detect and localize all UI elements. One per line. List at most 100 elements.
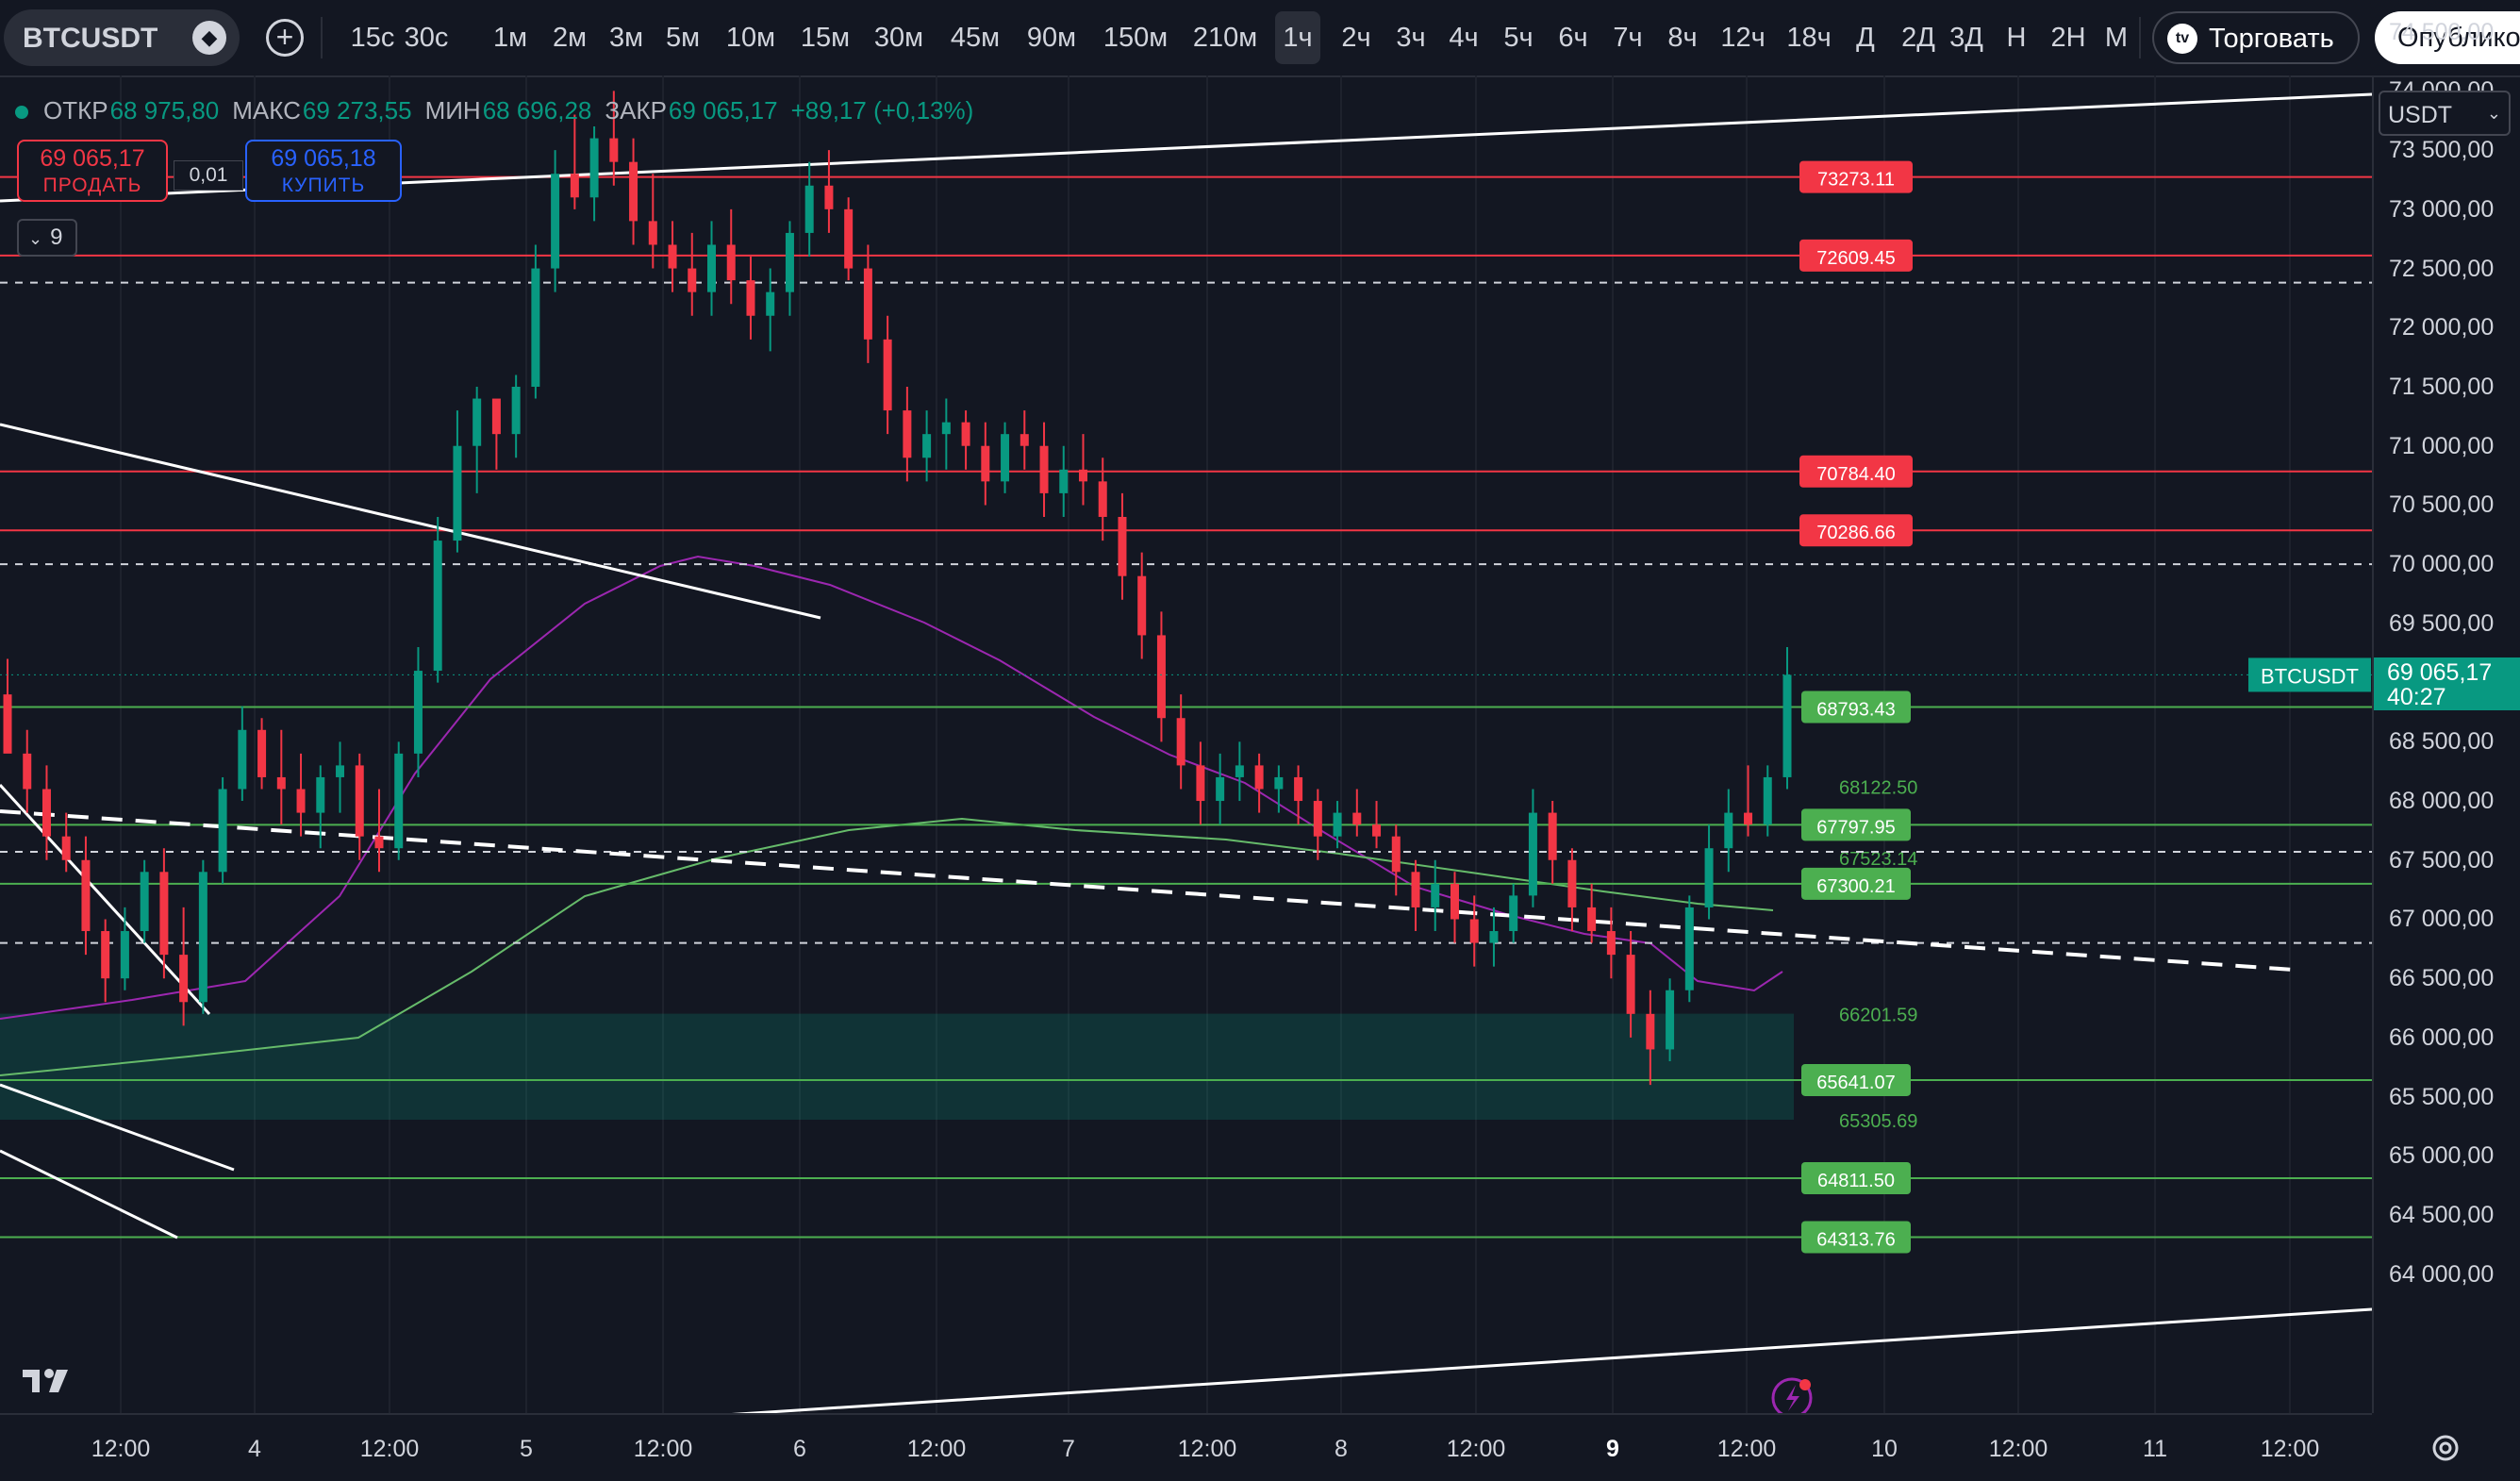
candle-body (1744, 812, 1753, 825)
candle-body (101, 931, 110, 979)
price-axis-label: 67 500,00 (2389, 846, 2495, 874)
time-scale[interactable]: 12:00 4 12:00 5 12:00 6 12:00 7 12:00 8 12:00 9 12:0… (0, 1413, 2372, 1481)
timeframe-18ч[interactable]: 18ч (1786, 23, 1832, 53)
compare-add-icon[interactable]: + (266, 19, 304, 57)
timeframe-15м[interactable]: 15м (800, 23, 851, 53)
candle-body (1509, 895, 1518, 932)
timeframe-2м[interactable]: 2м (552, 23, 588, 53)
support-level-label: 68793.43 (1816, 700, 1895, 721)
timeframe-5м[interactable]: 5м (665, 23, 701, 53)
candle-body (668, 244, 677, 269)
time-axis-label: 7 (1062, 1436, 1075, 1462)
timeframe-3м[interactable]: 3м (608, 23, 644, 53)
candle-body (1235, 765, 1244, 777)
timeframe-Н[interactable]: Н (2006, 23, 2027, 53)
time-axis-label: 5 (520, 1436, 533, 1462)
ohlc-legend: ОТКР68 975,80 МАКС69 273,55 МИН68 696,28 ЗА… (15, 96, 986, 125)
candle-body (316, 776, 325, 813)
level-label: 67523.14 (1839, 849, 1917, 870)
timeframe-1м[interactable]: 1м (492, 23, 528, 53)
timeframe-30м[interactable]: 30м (873, 23, 924, 53)
candle-body (413, 671, 423, 754)
price-axis-label: 71 500,00 (2389, 374, 2495, 400)
resistance-level-label: 73273.11 (1817, 170, 1895, 191)
timeframe-4ч[interactable]: 4ч (1449, 23, 1479, 53)
candle-body (159, 872, 169, 956)
price-axis-label: 67 000,00 (2389, 906, 2495, 933)
candle-body (276, 776, 286, 790)
indicators-toggle[interactable]: ⌄ 9 (17, 219, 77, 257)
moving-average-green (0, 817, 1774, 1076)
timeframe-Д[interactable]: Д (1856, 23, 1875, 53)
resistance-level-pill (1799, 455, 1913, 488)
timeframe-8ч[interactable]: 8ч (1667, 23, 1698, 53)
candle-body (1666, 990, 1675, 1050)
currency-select[interactable]: USDT ⌄ (2379, 91, 2511, 136)
trade-button[interactable]: tv Торговать (2152, 11, 2360, 64)
sell-button[interactable]: 69 065,17 ПРОДАТЬ (17, 140, 168, 202)
gear-icon[interactable] (2429, 1432, 2462, 1464)
candle-body (453, 445, 462, 541)
price-axis-label: 70 500,00 (2389, 491, 2495, 519)
alert-lightning-icon (1771, 1377, 1813, 1413)
publish-label: Опубликовать (2397, 23, 2520, 53)
candle-body (1411, 872, 1420, 907)
price-chart[interactable]: 73273.11 72609.45 70784.40 70286.66 68793.43… (0, 75, 2372, 1413)
timeframe-М[interactable]: М (2104, 23, 2129, 53)
candle-body (1724, 812, 1733, 849)
tradingview-logo-icon[interactable] (21, 1366, 81, 1396)
timeframe-12ч[interactable]: 12ч (1720, 23, 1766, 53)
candle-body (1059, 469, 1069, 493)
price-axis-label: 64 500,00 (2389, 1202, 2495, 1229)
buy-label: КУПИТЬ (281, 175, 366, 196)
timeframe-210м[interactable]: 210м (1192, 23, 1258, 53)
candle-body (1684, 907, 1694, 990)
timeframe-150м[interactable]: 150м (1102, 23, 1169, 53)
timeframe-15с[interactable]: 15с (350, 23, 395, 53)
timeframe-1ч[interactable]: 1ч (1275, 11, 1320, 64)
timeframe-5ч[interactable]: 5ч (1503, 23, 1534, 53)
price-axis-label: 74 500,00 (2389, 18, 2495, 45)
candle-body (257, 729, 267, 777)
support-level-label: 65641.07 (1816, 1073, 1895, 1093)
candle-body (1098, 481, 1107, 517)
publish-button[interactable]: Опубликовать (2375, 11, 2520, 64)
price-axis-label: 73 500,00 (2389, 137, 2495, 164)
buy-button[interactable]: 69 065,18 КУПИТЬ (245, 140, 402, 202)
timeframe-6ч[interactable]: 6ч (1558, 23, 1588, 53)
time-axis-label: 12:00 (1446, 1436, 1506, 1462)
candle-body (922, 434, 932, 458)
resistance-level-label: 70784.40 (1816, 464, 1895, 485)
timeframe-2Н[interactable]: 2Н (2050, 23, 2086, 53)
candle-body (394, 753, 404, 849)
timeframe-45м[interactable]: 45м (950, 23, 1001, 53)
timeframe-2ч[interactable]: 2ч (1341, 23, 1371, 53)
timeframe-3Д[interactable]: 3Д (1949, 23, 1983, 53)
timeframe-7ч[interactable]: 7ч (1613, 23, 1643, 53)
candle-body (3, 694, 12, 754)
timeframe-10м[interactable]: 10м (725, 23, 776, 53)
candle-body (140, 872, 149, 932)
timeframe-2Д[interactable]: 2Д (1901, 23, 1935, 53)
alert-badge-icon (1799, 1379, 1811, 1390)
timeframe-90м[interactable]: 90м (1026, 23, 1077, 53)
timeframe-30с[interactable]: 30с (404, 23, 449, 53)
candle-body (296, 789, 306, 813)
resistance-level-pill (1799, 160, 1913, 193)
candle-body (707, 244, 717, 292)
diamond-icon[interactable]: ◆ (192, 21, 226, 55)
symbol-search-button[interactable]: BTCUSDT ◆ (4, 9, 240, 66)
support-level-pill (1801, 1162, 1911, 1195)
candle-body (609, 138, 619, 162)
timeframe-3ч[interactable]: 3ч (1396, 23, 1426, 53)
candle-body (1528, 812, 1537, 896)
time-axis-label: 4 (248, 1436, 261, 1462)
support-level-label: 67300.21 (1816, 876, 1895, 897)
time-axis-label: 12:00 (1177, 1436, 1237, 1462)
last-price-symbol: BTCUSDT (2261, 664, 2359, 688)
close-value: 69 065,17 (668, 96, 778, 125)
candle-body (551, 174, 560, 269)
price-axis-label: 72 500,00 (2389, 255, 2495, 282)
price-axis-label: 68 000,00 (2389, 788, 2495, 815)
